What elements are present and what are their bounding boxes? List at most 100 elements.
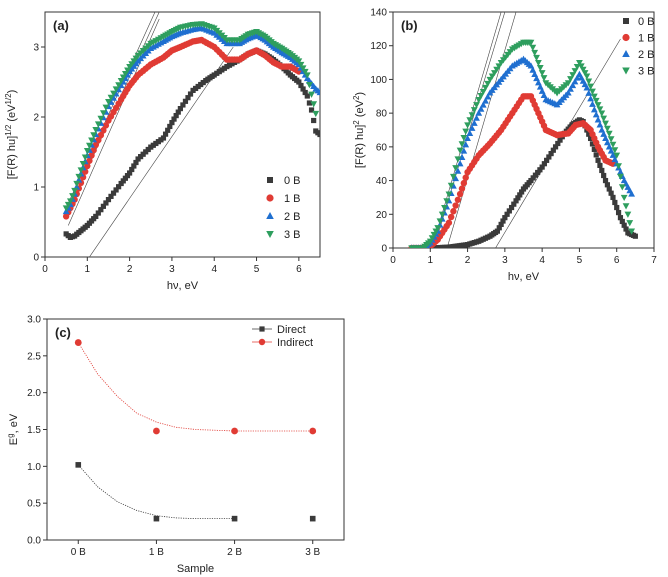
data-point <box>529 44 537 51</box>
x-tick-label: 5 <box>577 255 583 266</box>
data-point <box>504 211 510 217</box>
data-point <box>462 174 469 181</box>
data-point <box>596 106 604 113</box>
data-point <box>583 84 591 91</box>
data-point <box>452 202 459 209</box>
data-point <box>120 178 126 184</box>
data-point <box>304 93 310 99</box>
data-point <box>300 86 306 92</box>
data-point <box>127 170 133 176</box>
legend-marker <box>259 326 265 332</box>
data-point <box>613 152 621 159</box>
data-point <box>312 110 320 118</box>
legend-label: 3 B <box>284 229 301 241</box>
y-axis-label-part: (eV <box>6 104 18 125</box>
legend-marker <box>267 177 273 183</box>
y-tick-label: 0 <box>381 244 387 255</box>
data-point <box>129 166 135 173</box>
data-point <box>519 189 525 195</box>
data-point <box>601 172 607 179</box>
data-point <box>81 154 89 161</box>
y-tick-label: 0.5 <box>27 499 41 510</box>
data-point <box>88 137 95 144</box>
data-point <box>588 135 594 142</box>
data-point <box>591 146 597 152</box>
data-point <box>466 117 474 124</box>
data-point <box>98 207 104 213</box>
data-point <box>615 210 622 216</box>
data-point <box>316 88 320 96</box>
data-point <box>79 160 87 168</box>
data-point <box>165 127 171 133</box>
y-axis-label-part: (eV <box>354 99 366 120</box>
data-point <box>447 182 455 189</box>
x-tick-label: 4 <box>539 255 545 266</box>
data-point <box>180 102 186 108</box>
y-tick-label: 1 <box>33 183 39 194</box>
data-point <box>454 196 462 203</box>
data-point <box>177 106 183 112</box>
x-tick-label: 1 <box>85 264 91 275</box>
fit-line <box>446 12 517 248</box>
data-point <box>594 116 602 123</box>
data-point <box>608 190 614 196</box>
y-tick-label: 2.0 <box>27 388 41 399</box>
data-point <box>71 187 79 195</box>
data-point <box>592 97 600 105</box>
data-point <box>102 122 110 129</box>
y-tick-label: 1.0 <box>27 462 41 473</box>
data-point <box>533 54 540 62</box>
y-axis-label-part: 1/2 <box>4 93 13 105</box>
legend-marker <box>622 50 630 57</box>
series-3-b <box>62 21 320 212</box>
fit-curve <box>77 464 235 520</box>
data-point <box>443 198 451 205</box>
data-point <box>470 107 478 114</box>
data-point <box>569 72 577 79</box>
data-point <box>100 127 107 134</box>
data-point <box>182 98 189 104</box>
data-point <box>473 102 480 109</box>
data-point <box>511 201 517 207</box>
data-point <box>97 132 105 139</box>
data-point <box>500 218 506 224</box>
y-axis-label-part: g <box>6 433 15 437</box>
data-point <box>502 215 508 221</box>
data-point <box>438 211 446 218</box>
data-point <box>458 141 466 148</box>
data-point <box>621 222 627 228</box>
x-tick-label: 1 B <box>149 547 164 558</box>
data-point <box>100 203 106 209</box>
data-point <box>541 161 547 167</box>
data-point <box>607 136 615 143</box>
y-tick-label: 140 <box>370 8 387 19</box>
data-point <box>473 114 480 121</box>
data-point <box>303 72 311 79</box>
data-point <box>298 82 304 89</box>
data-point <box>77 167 85 174</box>
data-point <box>309 427 317 435</box>
data-point <box>600 115 608 122</box>
plot-area <box>74 339 317 522</box>
panel-label: (b) <box>401 18 418 33</box>
data-point <box>540 75 548 82</box>
data-point <box>464 122 471 129</box>
x-tick-label: 3 <box>502 255 508 266</box>
data-point <box>623 226 629 232</box>
data-point <box>311 117 317 124</box>
data-point <box>110 190 117 196</box>
data-point <box>513 198 519 204</box>
data-point <box>606 186 612 192</box>
panel-label: (c) <box>55 325 71 340</box>
data-point <box>535 59 542 67</box>
data-point <box>231 427 238 435</box>
plot-frame <box>392 11 655 249</box>
data-point <box>462 128 470 135</box>
data-point <box>564 89 572 96</box>
data-point <box>102 104 110 111</box>
data-point <box>69 193 76 200</box>
data-point <box>108 193 114 199</box>
chart-panel-3: 0 B 1 B 2 B 3 B 0.0 0.5 1.0 1.5 2.0 2.5 3.0 Sample (… <box>27 315 345 575</box>
data-point <box>458 185 466 192</box>
